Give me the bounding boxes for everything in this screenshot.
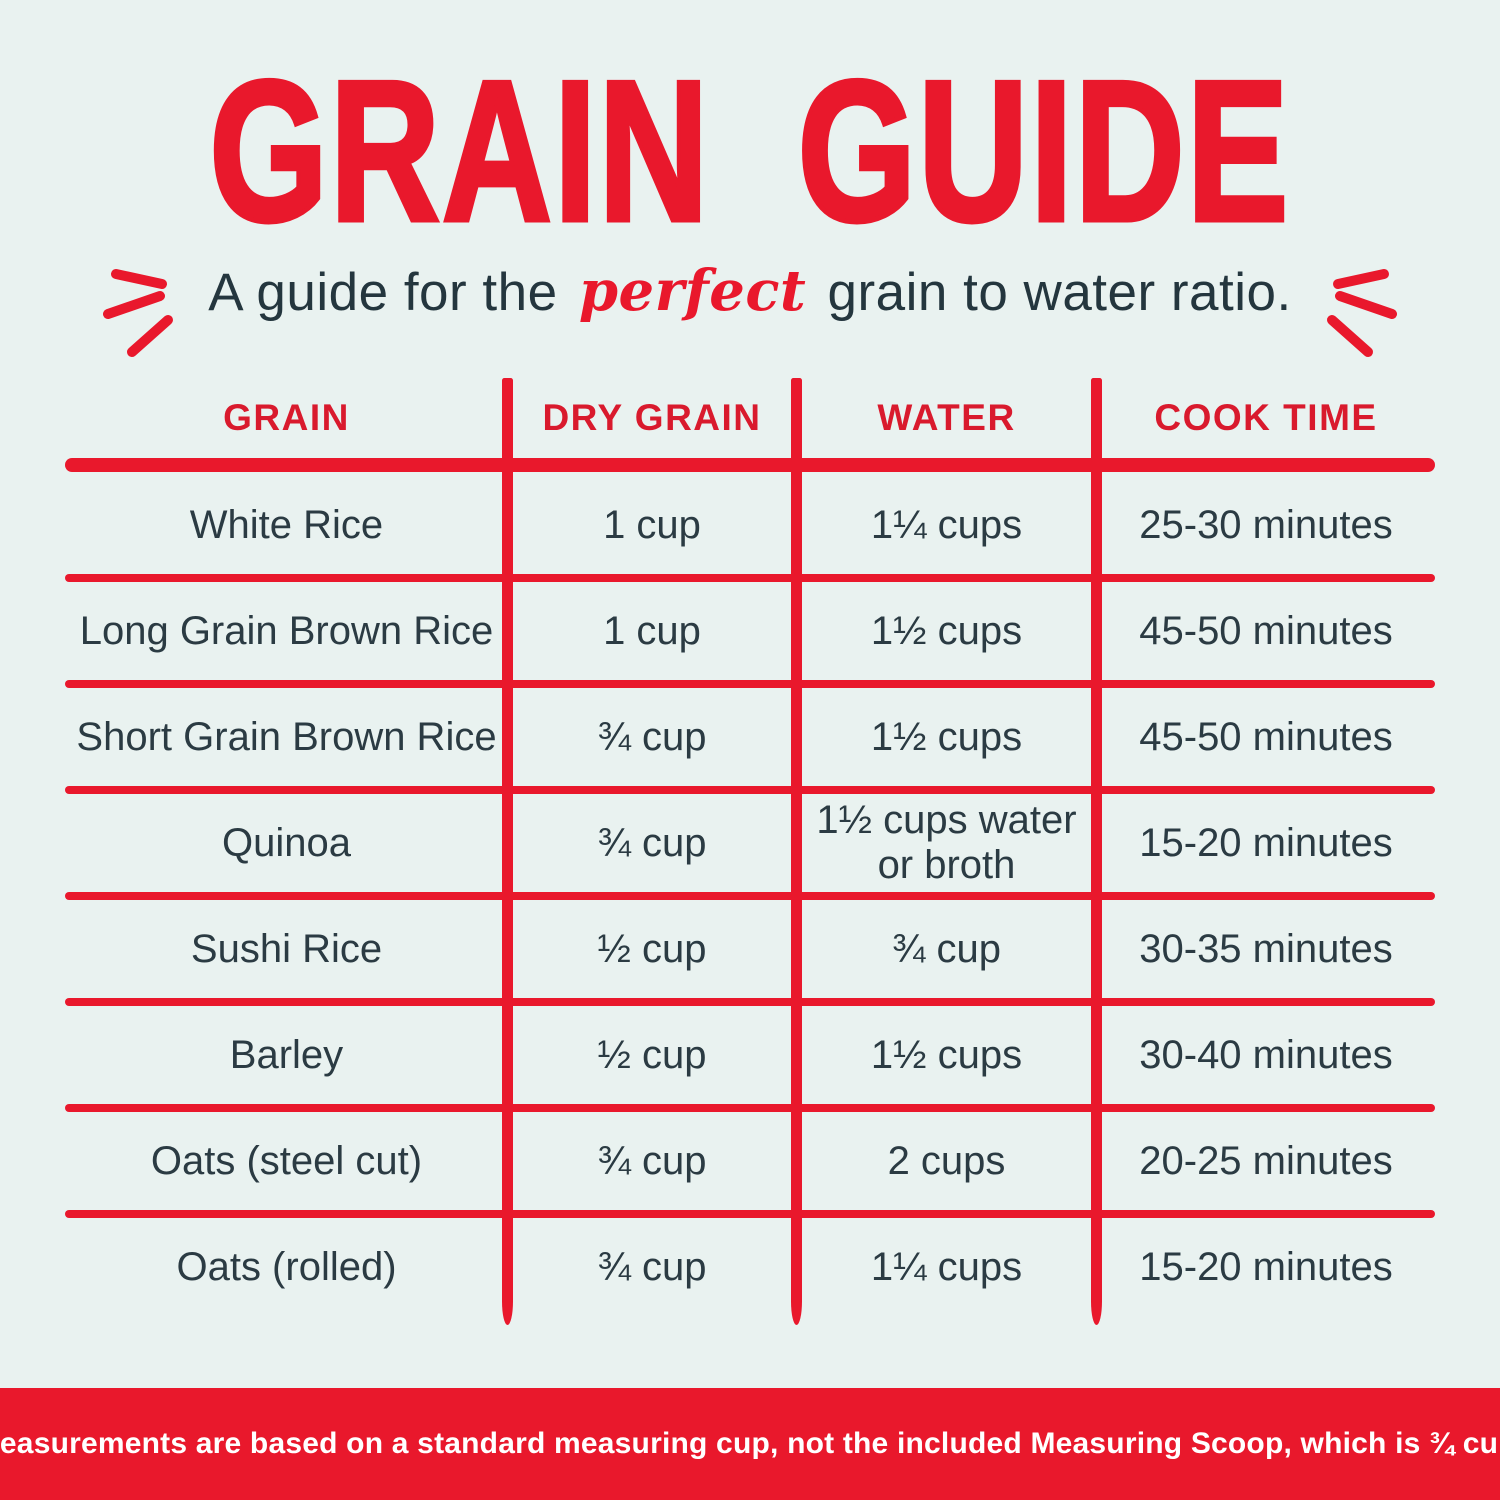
table-row: Short Grain Brown Rice ¾ cup 1½ cups 45-… [65,684,1435,794]
grain-cell: Sushi Rice [65,927,508,972]
water-cell: 1½ cups [796,609,1097,654]
cell-text: 45-50 minutes [1139,608,1393,653]
cell-text: 2 cups [887,1138,1006,1183]
cell-text: 30-40 minutes [1139,1032,1393,1077]
dry-grain-cell: 1 cup [508,503,796,548]
table-row: Long Grain Brown Rice 1 cup 1½ cups 45-5… [65,578,1435,688]
table-row: Quinoa ¾ cup 1½ cups water or broth 15-2… [65,790,1435,900]
cell-text: 1½ cups [870,714,1023,759]
cook-time-cell: 45-50 minutes [1097,715,1435,760]
cell-text: 1¼ cups [870,502,1023,547]
table-header-row: GRAIN DRY GRAIN WATER COOK TIME [65,378,1435,458]
table-row: White Rice 1 cup 1¼ cups 25-30 minutes [65,472,1435,582]
table-row: Oats (steel cut) ¾ cup 2 cups 20-25 minu… [65,1108,1435,1218]
water-cell: ¾ cup [796,927,1097,972]
column-divider-line [502,378,513,1325]
header-grain: GRAIN [223,397,350,438]
cell-text: 15-20 minutes [1139,820,1393,865]
dry-grain-cell: ¾ cup [508,715,796,760]
cell-text: 45-50 minutes [1139,714,1393,759]
cell-text: Barley [229,1032,344,1077]
cell-text: 1 cup [603,502,701,547]
header-water: WATER [877,397,1016,438]
water-cell: 1½ cups [796,715,1097,760]
page-title: GRAIN GUIDE [208,40,1291,263]
cell-text: ¾ cup [597,714,707,759]
footer-note: Measurements are based on a standard mea… [0,1427,1500,1460]
subtitle-highlight: perfect [578,257,807,324]
cell-text: 1½ cups [870,608,1023,653]
emphasis-burst-left-icon [103,269,174,357]
footer-banner: Measurements are based on a standard mea… [0,1388,1500,1500]
cell-text: Short Grain Brown Rice [76,714,497,759]
cook-time-cell: 45-50 minutes [1097,609,1435,654]
cook-time-cell: 20-25 minutes [1097,1139,1435,1184]
cell-text: Oats (rolled) [176,1244,397,1289]
grain-cell: White Rice [65,503,508,548]
water-cell: 1½ cups water or broth [796,798,1097,888]
grain-cell: Oats (steel cut) [65,1139,508,1184]
header-dry-grain: DRY GRAIN [542,397,762,438]
cell-text: ¾ cup [597,1138,707,1183]
grain-cell: Short Grain Brown Rice [65,715,508,760]
grain-cell: Long Grain Brown Rice [65,609,508,654]
cell-text: ½ cup [597,926,707,971]
cook-time-cell: 30-35 minutes [1097,927,1435,972]
cell-text: ¾ cup [597,820,707,865]
table-body: White Rice 1 cup 1¼ cups 25-30 minutes L… [65,472,1435,1320]
cell-text: 25-30 minutes [1139,502,1393,547]
cell-text: ¾ cup [892,926,1001,971]
dry-grain-cell: 1 cup [508,609,796,654]
dry-grain-cell: ¾ cup [508,1245,796,1290]
grain-cell: Oats (rolled) [65,1245,508,1290]
cell-text: ¾ cup [597,1244,707,1289]
table-row: Sushi Rice ½ cup ¾ cup 30-35 minutes [65,896,1435,1006]
grain-cell: Quinoa [65,821,508,866]
cell-text: ½ cup [597,1032,707,1077]
dry-grain-cell: ¾ cup [508,821,796,866]
subtitle-row: A guide for the perfect grain to water r… [0,238,1500,357]
table-row: Barley ½ cup 1½ cups 30-40 minutes [65,1002,1435,1112]
dry-grain-cell: ½ cup [508,1033,796,1078]
subtitle-prefix: A guide for the [208,262,573,322]
subtitle-suffix: grain to water ratio. [812,262,1292,322]
cell-text: Long Grain Brown Rice [79,608,494,653]
header-cook-time: COOK TIME [1154,397,1378,438]
cell-text: 15-20 minutes [1139,1244,1393,1289]
cell-text: 20-25 minutes [1139,1138,1393,1183]
cell-text: Quinoa [222,820,351,865]
grain-cell: Barley [65,1033,508,1078]
emphasis-burst-right-icon [1326,269,1397,357]
dry-grain-cell: ¾ cup [508,1139,796,1184]
cell-text: Sushi Rice [190,926,383,971]
subtitle: A guide for the perfect grain to water r… [208,258,1291,324]
dry-grain-cell: ½ cup [508,927,796,972]
water-cell: 1¼ cups [796,1245,1097,1290]
cook-time-cell: 25-30 minutes [1097,503,1435,548]
cook-time-cell: 15-20 minutes [1097,1245,1435,1290]
grain-table: GRAIN DRY GRAIN WATER COOK TIME White Ri… [65,378,1435,1325]
cook-time-cell: 15-20 minutes [1097,821,1435,866]
header-divider-line [65,458,1435,472]
cell-text: White Rice [189,502,384,547]
water-cell: 2 cups [796,1139,1097,1184]
cell-text: 1½ cups [870,1032,1023,1077]
cell-text: Oats (steel cut) [150,1138,423,1183]
cell-text: 1¼ cups [870,1244,1023,1289]
cell-text: 1½ cups water or broth [816,798,1077,887]
cook-time-cell: 30-40 minutes [1097,1033,1435,1078]
table-row: Oats (rolled) ¾ cup 1¼ cups 15-20 minute… [65,1214,1435,1320]
cell-text: 1 cup [603,608,701,653]
column-divider-line [791,378,802,1325]
cell-text: 30-35 minutes [1139,926,1393,971]
column-divider-line [1091,378,1102,1325]
water-cell: 1¼ cups [796,503,1097,548]
water-cell: 1½ cups [796,1033,1097,1078]
